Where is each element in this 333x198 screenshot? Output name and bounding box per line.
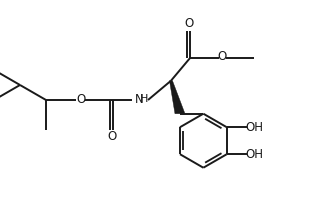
Text: H: H [140, 94, 149, 104]
Text: O: O [107, 130, 116, 144]
Text: N: N [135, 92, 144, 106]
Text: O: O [184, 17, 193, 30]
Polygon shape [169, 81, 185, 114]
Text: OH: OH [246, 121, 264, 134]
Text: O: O [218, 50, 227, 63]
Text: OH: OH [246, 148, 264, 161]
Text: O: O [76, 92, 86, 106]
